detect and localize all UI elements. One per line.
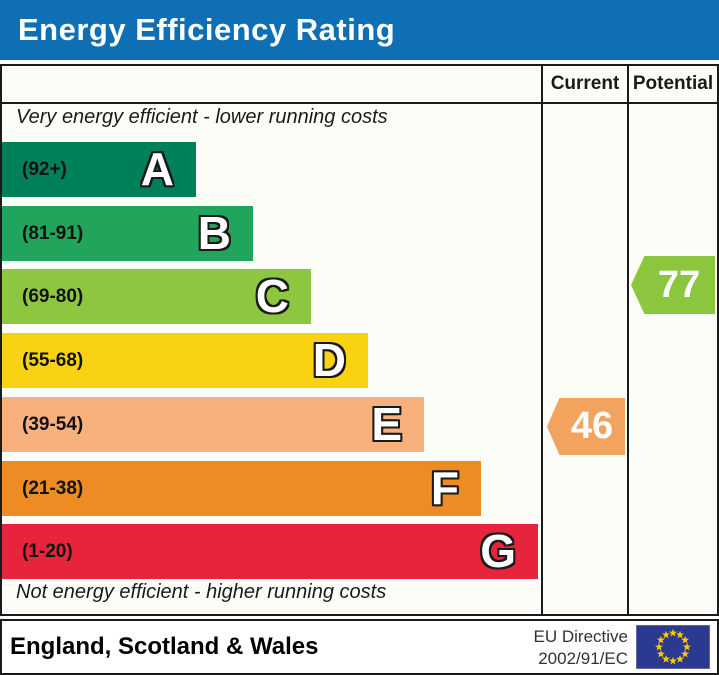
eu-flag-star [668,656,678,665]
eu-flag-star [681,649,690,658]
rating-table: Current Potential Very energy efficient … [0,64,719,616]
potential-column-divider [627,66,629,614]
band-e-letter: E [371,398,402,450]
eu-flag-star [675,654,685,663]
band-f-letter: F [430,462,459,514]
current-rating-arrow: 46 [547,398,625,455]
column-header-current: Current [550,73,620,94]
header-divider-line [2,102,717,104]
band-g-range: (1-20) [22,540,73,562]
eu-flag-star [661,654,671,663]
top-caption: Very energy efficient - lower running co… [16,106,388,128]
eu-flag-star [656,649,665,658]
band-a: (92+) A [2,142,196,197]
page-title: Energy Efficiency Rating [18,12,396,47]
eu-flag-star [654,642,664,651]
band-b: (81-91) B [2,206,253,261]
band-a-range: (92+) [22,158,67,180]
eu-directive-line2: 2002/91/EC [538,648,628,668]
eu-directive-line1: EU Directive [533,627,628,646]
eu-flag-stars [654,628,692,665]
band-b-range: (81-91) [22,222,84,244]
eu-flag-star [668,628,678,637]
eu-flag-star [681,635,690,644]
band-e: (39-54) E [2,397,424,452]
band-c: (69-80) C [2,269,311,324]
band-f-range: (21-38) [22,477,84,499]
bottom-caption: Not energy efficient - higher running co… [16,581,387,603]
eu-directive-label: EU Directive 2002/91/EC [534,626,628,670]
band-g-letter: G [480,525,516,577]
band-d-letter: D [312,334,346,386]
column-header-potential: Potential [632,73,714,94]
footer: England, Scotland & Wales EU Directive 2… [0,619,719,675]
band-a-letter: A [140,143,174,195]
eu-flag-star [682,642,692,651]
current-rating-value: 46 [570,405,614,447]
band-d-range: (55-68) [22,349,84,371]
potential-rating-arrow: 77 [631,256,715,314]
eu-flag-star [661,630,671,639]
band-f: (21-38) F [2,461,481,516]
eu-flag-icon [636,625,710,669]
current-column-divider [541,66,543,614]
potential-rating-value: 77 [657,263,701,306]
band-d: (55-68) D [2,333,368,388]
band-b-letter: B [197,207,231,259]
band-e-range: (39-54) [22,413,84,435]
band-g: (1-20) G [2,524,538,579]
band-c-letter: C [255,270,289,322]
eu-flag-star [675,630,685,639]
band-c-range: (69-80) [22,285,84,307]
title-bar: Energy Efficiency Rating [0,0,719,60]
region-label: England, Scotland & Wales [10,633,319,660]
eu-flag-star [656,635,665,644]
